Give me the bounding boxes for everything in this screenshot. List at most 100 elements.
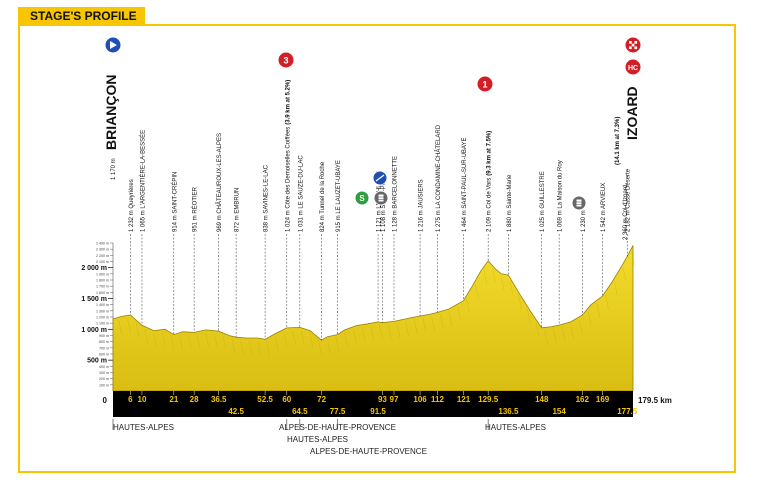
y-minor-label: 2 400 m xyxy=(96,242,109,246)
km-label-top: 28 xyxy=(190,395,199,404)
km-label-top: 52.5 xyxy=(257,395,273,404)
profile-texture xyxy=(144,329,149,344)
finish-altitude: 2 360 m Col d'Izoard xyxy=(623,185,629,240)
region-label: HAUTES-ALPES xyxy=(287,435,348,444)
profile-texture xyxy=(153,333,157,348)
region-label: HAUTES-ALPES xyxy=(113,423,174,432)
waypoint-label: 951 m RÉOTIER xyxy=(192,186,199,232)
km-label-bottom: 177.5 xyxy=(617,407,638,416)
profile-texture xyxy=(414,320,418,335)
distance-band: 0 179.5 km 6 10 21 28 36.5 52.5 60 72 93 97 106 112 12… xyxy=(103,391,672,430)
profile-texture xyxy=(353,329,357,344)
profile-texture xyxy=(196,334,201,349)
waypoint-label: 1 464 m SAINT-PAUL-SUR-UBAYE xyxy=(462,138,468,232)
start-km-label: 0 xyxy=(103,396,108,405)
y-minor-label: 900 m xyxy=(99,334,109,338)
profile-texture xyxy=(518,295,522,310)
km-label-top: 121 xyxy=(457,395,471,404)
climb-cat1-icon xyxy=(476,75,494,93)
summit-icon xyxy=(375,174,385,182)
y-minor-label: 2 300 m xyxy=(96,248,109,252)
start-altitude: 1 170 m xyxy=(111,158,117,180)
start-town: BRIANÇON xyxy=(103,75,119,150)
y-major-label: 500 m xyxy=(87,358,107,365)
km-label-top: 60 xyxy=(282,395,291,404)
finish-flag-icon xyxy=(634,41,638,44)
profile-texture xyxy=(448,311,453,327)
finish-detail: (14.1 km at 7.3%) xyxy=(615,117,621,165)
profile-texture xyxy=(301,330,305,345)
y-minor-label: 800 m xyxy=(99,340,109,344)
km-label-bottom: 136.5 xyxy=(498,407,519,416)
profile-texture xyxy=(396,323,401,338)
y-minor-label: 1 300 m xyxy=(96,309,109,313)
profile-texture xyxy=(587,311,592,326)
y-major-label: 1 000 m xyxy=(81,327,107,334)
elevation-profile xyxy=(112,245,635,392)
profile-texture xyxy=(248,340,253,356)
waypoint-label: 1 275 m LA CONDAMINE-CHÂTELARD xyxy=(435,124,442,232)
profile-texture xyxy=(283,332,288,347)
section-title: STAGE'S PROFILE xyxy=(30,9,137,23)
km-label-top: 36.5 xyxy=(211,395,227,404)
km-label-top: 93 xyxy=(378,395,387,404)
profile-texture xyxy=(170,335,175,350)
waypoint-label: 1 031 m LE SAUZE-DU-LAC xyxy=(298,155,304,232)
profile-texture xyxy=(327,339,331,354)
profile-texture xyxy=(118,320,122,335)
profile-texture xyxy=(275,336,279,351)
section-tab: STAGE'S PROFILE xyxy=(18,7,145,25)
km-label-top: 129.5 xyxy=(478,395,499,404)
climb-hc-icon xyxy=(624,58,642,76)
y-minor-label: 600 m xyxy=(99,353,109,357)
finish-flag-icon xyxy=(631,43,635,47)
waypoints: 1 232 m Queyrières 1 065 m L'ARGENTIÈRE-L… xyxy=(103,75,640,341)
profile-texture xyxy=(509,280,514,295)
waypoint-label: 1 065 m L'ARGENTIÈRE-LA-BESSÉE xyxy=(139,130,146,232)
waypoint-label: 1 880 m Sainte-Marie xyxy=(507,174,513,232)
profile-texture xyxy=(188,335,192,350)
profile-texture xyxy=(127,318,131,333)
profile-texture xyxy=(605,294,609,309)
waypoint-label: 915 m LE LAUZET-UBAYE xyxy=(336,160,342,232)
km-label-top: 97 xyxy=(390,395,399,404)
profile-texture xyxy=(622,266,627,281)
waypoint-label: 969 m CHÂTEAUROUX-LES-ALPES xyxy=(216,133,223,232)
region-label: HAUTES-ALPES xyxy=(485,423,546,432)
region-label: ALPES-DE-HAUTE-PROVENCE xyxy=(310,447,427,456)
feed-zone-icon xyxy=(576,199,582,207)
y-minor-label: 200 m xyxy=(99,377,109,381)
y-minor-label: 1 400 m xyxy=(96,303,109,307)
profile-texture xyxy=(344,332,348,347)
waypoint-label: 1 230 m xyxy=(581,210,587,232)
y-minor-label: 1 100 m xyxy=(96,322,109,326)
profile-texture xyxy=(205,332,209,347)
profile-texture xyxy=(231,339,235,354)
profile-texture xyxy=(135,323,140,338)
waypoint-label: 1 232 m Queyrières xyxy=(129,179,135,232)
waypoint-label: 914 m SAINT-CRÉPIN xyxy=(171,172,178,232)
km-label-top: 148 xyxy=(535,395,549,404)
profile-texture xyxy=(535,322,540,337)
profile-texture xyxy=(257,340,262,356)
profile-texture xyxy=(318,340,322,355)
waypoint-label: 1 128 m BARCELONNETTE xyxy=(393,156,399,232)
profile-texture xyxy=(440,314,444,329)
y-minor-label: 2 100 m xyxy=(96,260,109,264)
profile-texture xyxy=(527,309,531,324)
y-minor-label: 1 600 m xyxy=(96,291,109,295)
finish-flag-icon xyxy=(629,46,632,50)
waypoint-label: 1 025 m GUILLESTRE xyxy=(540,171,546,232)
profile-texture xyxy=(500,276,505,291)
profile-texture xyxy=(370,326,375,341)
km-label-top: 72 xyxy=(317,395,326,404)
km-label-bottom: 42.5 xyxy=(228,407,244,416)
profile-texture xyxy=(553,329,557,344)
climb-cat3-label: 3 xyxy=(283,56,288,66)
y-minor-label: 1 900 m xyxy=(96,272,109,276)
profile-frame xyxy=(18,24,736,473)
sprint-icon xyxy=(354,190,370,206)
waypoint-label: 1 024 m Côte des Demoiselles Coiffées(3.… xyxy=(285,80,291,232)
km-label-bottom: 64.5 xyxy=(292,407,308,416)
